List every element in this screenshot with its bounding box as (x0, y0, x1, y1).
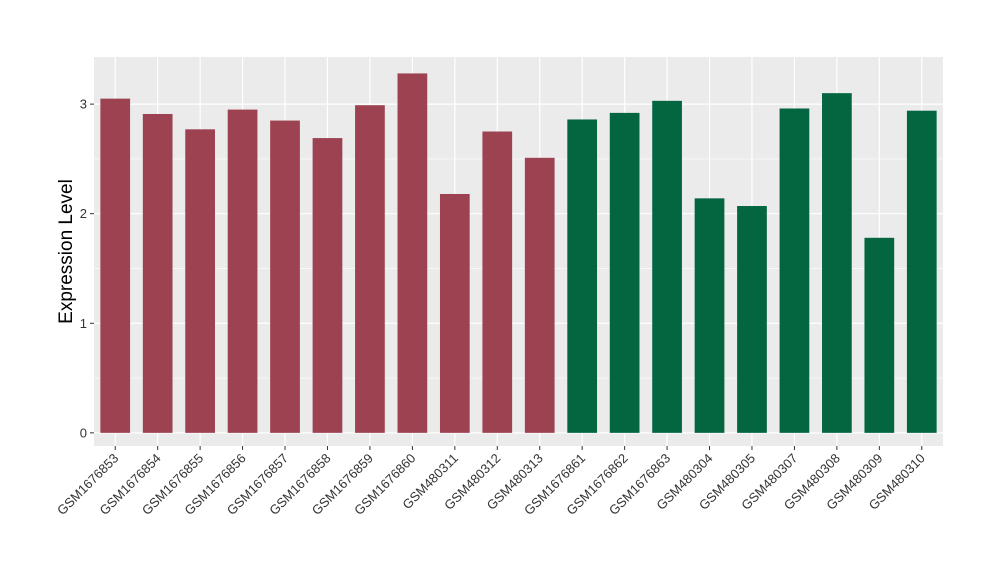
bar-GSM1676863 (652, 100, 682, 433)
bar-GSM1676862 (609, 112, 640, 433)
bar-GSM480312 (482, 131, 513, 433)
bar-GSM1676859 (355, 105, 385, 433)
bar-GSM480304 (694, 198, 725, 433)
bars (100, 73, 937, 433)
bar-GSM1676858 (312, 138, 343, 433)
y-tick-label: 1 (80, 316, 87, 331)
bar-GSM1676853 (100, 98, 131, 433)
bar-GSM480313 (524, 157, 555, 433)
bar-GSM480308 (822, 93, 852, 433)
y-tick-label: 2 (80, 206, 87, 221)
bar-GSM1676860 (397, 73, 428, 433)
bar-GSM480310 (906, 110, 937, 433)
bar-GSM1676855 (185, 129, 215, 433)
bar-GSM480309 (864, 237, 895, 433)
y-tick-label: 3 (80, 97, 87, 112)
plot-panel (94, 57, 943, 446)
y-axis: 0 1 2 3 (80, 97, 94, 440)
bar-GSM480311 (439, 193, 470, 433)
y-axis-title: Expression Level (56, 179, 77, 324)
bar-GSM1676854 (142, 113, 173, 433)
y-tick-label: 0 (80, 425, 87, 440)
bar-GSM1676857 (270, 120, 300, 433)
x-axis: GSM1676853GSM1676854GSM1676855GSM1676856… (54, 446, 928, 518)
bar-GSM480305 (737, 206, 767, 433)
bar-GSM1676861 (567, 119, 598, 433)
bar-GSM480307 (779, 108, 810, 433)
bar-GSM1676856 (227, 109, 258, 433)
